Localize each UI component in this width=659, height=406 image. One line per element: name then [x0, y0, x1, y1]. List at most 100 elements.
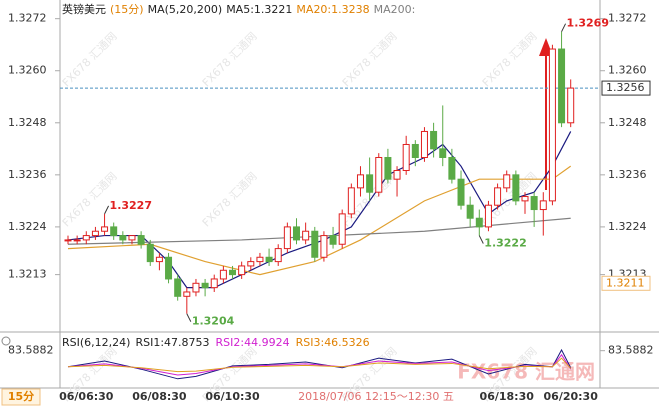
- x-tick-label: 06/08:30: [132, 390, 187, 403]
- title: 英镑美元: [62, 2, 106, 16]
- candle-body: [73, 239, 81, 242]
- legend-value: 1.3221: [254, 3, 293, 16]
- annotation-label: 1.3222: [484, 237, 526, 250]
- candle-body: [274, 248, 282, 263]
- y-tick-label: 1.3224: [8, 220, 47, 233]
- y-tick-label: 1.3260: [8, 64, 47, 77]
- price-tag-box: [601, 275, 651, 291]
- rsi-tick-label: 83.5882: [8, 344, 54, 357]
- candle-body: [411, 143, 419, 158]
- legend-value: 47.8753: [164, 336, 210, 349]
- candle-body: [503, 174, 511, 189]
- candle-body: [219, 269, 227, 280]
- legend-value: 46.5326: [324, 336, 370, 349]
- legend-label: MA5:: [226, 3, 254, 16]
- annotation-pointer: [104, 205, 110, 215]
- legend-label: RSI1:: [135, 336, 164, 349]
- candle-body: [201, 282, 209, 289]
- candle-body: [256, 256, 264, 263]
- candle-body: [165, 256, 173, 280]
- candle-body: [402, 143, 410, 172]
- candle-body: [466, 204, 474, 219]
- candle-body: [384, 156, 392, 180]
- candle-body: [494, 187, 502, 206]
- annotation-pointer: [186, 313, 192, 322]
- candle-body: [448, 156, 456, 180]
- candle-body: [420, 130, 428, 158]
- x-tick-label: 06/20:30: [544, 390, 599, 403]
- candle-body: [265, 256, 273, 263]
- ma-line: [67, 165, 572, 276]
- legend-label: RSI3:: [296, 336, 325, 349]
- candle-body: [439, 148, 447, 158]
- y-tick-label: 1.3248: [8, 116, 47, 129]
- candle-body: [558, 48, 566, 124]
- annotation-label: 1.3204: [192, 315, 235, 328]
- candle-body: [283, 226, 291, 250]
- candle-body: [366, 174, 374, 193]
- annotation-label: 1.3227: [110, 199, 152, 212]
- candle-body: [64, 239, 72, 242]
- candle-body: [430, 130, 438, 150]
- candle-body: [521, 196, 529, 202]
- y-tick-label-right: 1.3236: [608, 168, 647, 181]
- y-tick-label: 1.3213: [8, 268, 47, 281]
- candle-body: [110, 226, 118, 237]
- candle-body: [393, 170, 401, 180]
- y-tick-label-right: 1.3224: [608, 220, 647, 233]
- legend-label: MA20:: [296, 3, 331, 16]
- candle-body: [567, 87, 575, 124]
- candle-body: [192, 282, 200, 293]
- candle-body: [174, 278, 182, 297]
- y-tick-label-right: 1.3260: [608, 64, 647, 77]
- legend-label: RSI2:: [216, 336, 245, 349]
- annotation-pointer: [561, 23, 567, 32]
- price-tag-label: 1.3256: [606, 81, 645, 94]
- candle-body: [356, 174, 364, 189]
- candle-body: [229, 269, 237, 276]
- candle-body: [484, 204, 492, 228]
- legend-value: 44.9924: [244, 336, 290, 349]
- rsi-line: [67, 357, 572, 373]
- rsi-line: [67, 348, 572, 380]
- candle-body: [238, 265, 246, 276]
- annotation-label: 1.3269: [567, 17, 609, 30]
- candle-body: [293, 226, 300, 241]
- candle-body: [475, 217, 483, 228]
- candle-body: [375, 156, 383, 193]
- x-tick-label: 06/18:30: [480, 390, 535, 403]
- candle-body: [155, 256, 163, 263]
- candle-body: [146, 243, 154, 263]
- settings-icon[interactable]: [1, 336, 11, 346]
- period-tab-label: 15分: [8, 389, 34, 403]
- rsi-title: RSI(6,12,24): [62, 336, 130, 349]
- candle-body: [183, 291, 191, 297]
- annotation-pointer: [478, 235, 484, 244]
- y-tick-label: 1.3272: [8, 12, 47, 25]
- price-tag-box: [601, 80, 651, 96]
- candle-body: [311, 230, 319, 258]
- y-tick-label-right: 1.3248: [608, 116, 647, 129]
- candle-body: [137, 235, 145, 245]
- legend-label: MA200:: [374, 3, 416, 16]
- candle-body: [530, 196, 538, 211]
- candle-body: [101, 226, 109, 232]
- candle-body: [119, 235, 127, 241]
- time-info: 2018/07/06 12:15～12:30 五: [298, 390, 454, 403]
- price-tag-label: 1.3211: [606, 276, 645, 289]
- candle-body: [329, 235, 337, 245]
- x-tick-label: 06/06:30: [59, 390, 114, 403]
- period: (15分): [110, 3, 144, 16]
- y-tick-label-right: 1.3272: [608, 12, 647, 25]
- indicator: MA(5,20,200): [148, 3, 223, 16]
- candle-body: [338, 213, 346, 245]
- candle-body: [247, 261, 255, 267]
- candle-body: [457, 178, 465, 206]
- period-tab[interactable]: [1, 388, 41, 406]
- legend-value: 1.3238: [331, 3, 370, 16]
- logo: FX678 汇通网: [457, 360, 595, 384]
- candle-body: [82, 235, 90, 241]
- candle-body: [347, 187, 355, 215]
